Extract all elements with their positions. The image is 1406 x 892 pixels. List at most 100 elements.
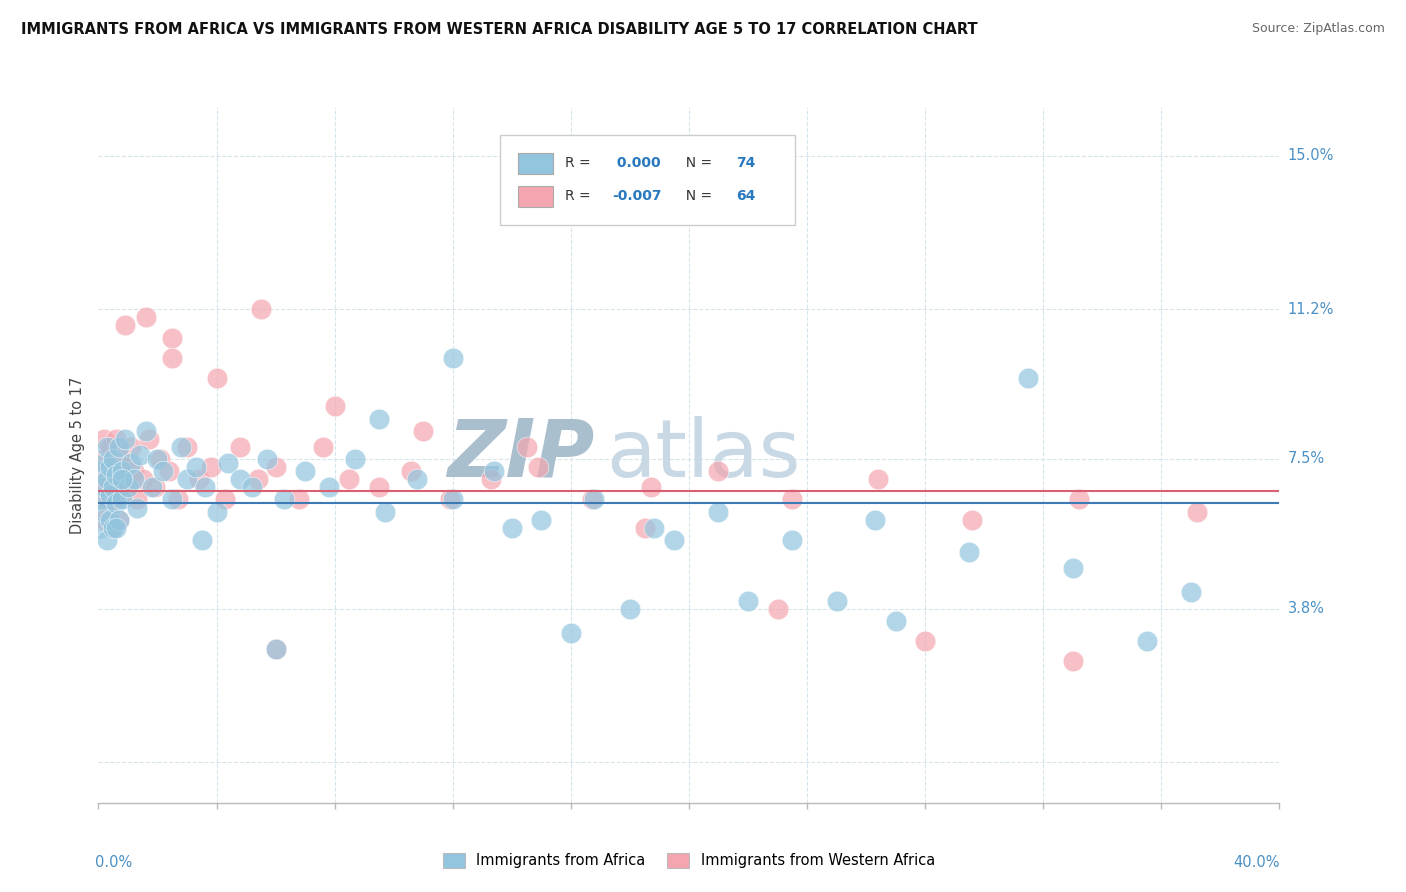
Point — [111, 464, 134, 478]
Point — [200, 460, 222, 475]
Point — [240, 480, 263, 494]
Point — [149, 452, 172, 467]
Point — [98, 492, 121, 507]
Point — [501, 521, 523, 535]
Point — [412, 424, 434, 438]
Point — [640, 480, 662, 494]
Point — [515, 440, 537, 454]
Point — [141, 480, 163, 494]
Text: N =: N = — [678, 156, 717, 170]
Point — [93, 480, 115, 494]
Point — [479, 472, 502, 486]
Point — [530, 513, 553, 527]
Point — [93, 452, 115, 467]
Point — [162, 330, 183, 344]
Point — [583, 492, 606, 507]
Point — [250, 302, 273, 317]
Point — [217, 456, 239, 470]
Point — [401, 464, 423, 478]
Point — [105, 496, 128, 510]
Point — [146, 452, 169, 467]
Point — [766, 601, 789, 615]
Point — [114, 318, 136, 333]
Point — [273, 492, 295, 507]
Text: R =: R = — [565, 189, 595, 203]
Point — [441, 492, 464, 507]
Point — [96, 533, 118, 547]
Point — [93, 456, 115, 470]
Point — [633, 521, 655, 535]
Point — [737, 593, 759, 607]
Point — [863, 513, 886, 527]
Point — [707, 504, 730, 518]
FancyBboxPatch shape — [517, 153, 553, 174]
Point — [560, 626, 582, 640]
Point — [866, 472, 889, 486]
Text: 0.000: 0.000 — [612, 156, 661, 170]
Text: ZIP: ZIP — [447, 416, 595, 494]
Point — [90, 464, 112, 478]
Point — [108, 452, 131, 467]
Point — [264, 460, 287, 475]
Point — [962, 513, 984, 527]
Point — [114, 460, 136, 475]
Text: -0.007: -0.007 — [612, 189, 662, 203]
Point — [111, 472, 134, 486]
Point — [1062, 561, 1084, 575]
Legend: Immigrants from Africa, Immigrants from Western Africa: Immigrants from Africa, Immigrants from … — [436, 846, 942, 876]
Point — [117, 480, 139, 494]
Point — [98, 440, 121, 454]
Point — [90, 521, 112, 535]
Point — [162, 351, 183, 365]
Point — [368, 411, 391, 425]
Point — [619, 601, 641, 615]
Point — [782, 492, 804, 507]
Point — [1062, 654, 1084, 668]
Point — [120, 440, 142, 454]
Point — [482, 464, 505, 478]
Point — [105, 492, 128, 507]
Point — [135, 424, 157, 438]
Point — [664, 533, 686, 547]
Point — [214, 492, 236, 507]
Point — [93, 513, 115, 527]
Point — [111, 492, 134, 507]
Point — [108, 513, 131, 527]
Point — [98, 513, 121, 527]
Point — [122, 472, 145, 486]
Point — [312, 440, 335, 454]
Point — [229, 472, 252, 486]
Point — [105, 432, 128, 446]
Point — [105, 521, 128, 535]
FancyBboxPatch shape — [517, 186, 553, 207]
Point — [90, 492, 112, 507]
Point — [170, 440, 193, 454]
Point — [374, 504, 396, 518]
Point — [344, 452, 367, 467]
Point — [782, 533, 804, 547]
Text: IMMIGRANTS FROM AFRICA VS IMMIGRANTS FROM WESTERN AFRICA DISABILITY AGE 5 TO 17 : IMMIGRANTS FROM AFRICA VS IMMIGRANTS FRO… — [21, 22, 977, 37]
Point — [103, 521, 125, 535]
Point — [135, 310, 157, 325]
Text: R =: R = — [565, 156, 595, 170]
Point — [122, 464, 145, 478]
Text: 64: 64 — [737, 189, 755, 203]
Point — [120, 456, 142, 470]
Text: Source: ZipAtlas.com: Source: ZipAtlas.com — [1251, 22, 1385, 36]
Point — [128, 448, 150, 462]
Point — [111, 472, 134, 486]
Point — [337, 472, 360, 486]
Point — [132, 472, 155, 486]
Point — [96, 460, 118, 475]
Point — [184, 460, 207, 475]
Point — [288, 492, 311, 507]
Text: 15.0%: 15.0% — [1288, 148, 1334, 163]
Point — [205, 371, 228, 385]
Point — [125, 492, 148, 507]
Point — [191, 533, 214, 547]
Point — [294, 464, 316, 478]
Point — [108, 440, 131, 454]
Point — [581, 492, 603, 507]
Point — [1180, 585, 1202, 599]
Point — [93, 432, 115, 446]
